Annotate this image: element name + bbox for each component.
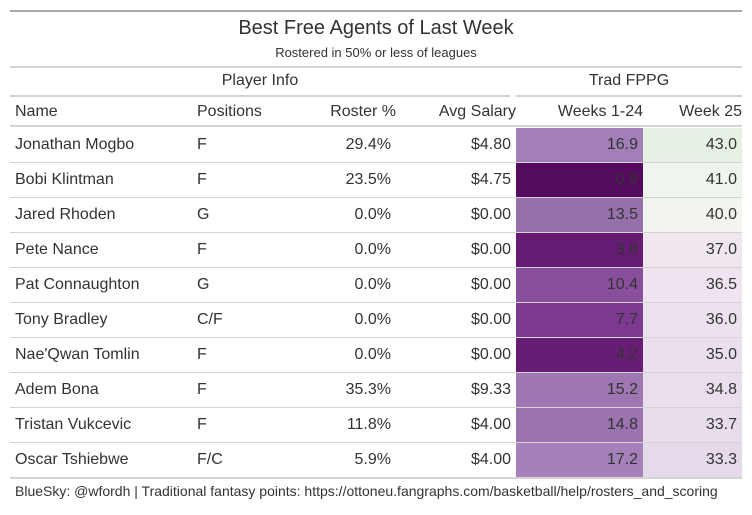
row-divider: [10, 197, 742, 198]
row-divider: [10, 407, 742, 408]
cell-name: Pat Connaughton: [15, 276, 140, 293]
cell-avg-salary: $4.75: [470, 171, 511, 188]
cell-avg-salary: $4.80: [470, 136, 511, 153]
column-header-underline: [10, 125, 742, 127]
table-row: Adem Bona F 35.3% $9.33 15.2 34.8: [10, 372, 742, 407]
cell-weeks-1-24: 10.4: [516, 268, 643, 302]
table-row: Pete Nance F 0.0% $0.00 3.8 37.0: [10, 232, 742, 267]
cell-roster-pct: 5.9%: [354, 451, 391, 468]
cell-avg-salary: $0.00: [470, 311, 511, 328]
row-divider: [10, 232, 742, 233]
cell-positions: F: [197, 416, 207, 433]
spanner-trad-fppg: Trad FPPG: [588, 72, 670, 89]
row-divider: [10, 162, 742, 163]
table-row: Nae'Qwan Tomlin F 0.0% $0.00 4.2 35.0: [10, 337, 742, 372]
cell-roster-pct: 0.0%: [354, 346, 391, 363]
cell-roster-pct: 0.0%: [354, 276, 391, 293]
cell-positions: F: [197, 381, 207, 398]
table-subtitle: Rostered in 50% or less of leagues: [275, 45, 477, 60]
spanner-underline-player-info: [10, 95, 510, 97]
header-divider: [10, 66, 742, 68]
table-row: Tony Bradley C/F 0.0% $0.00 7.7 36.0: [10, 302, 742, 337]
cell-week-25: 37.0: [643, 233, 742, 267]
cell-avg-salary: $4.00: [470, 451, 511, 468]
cell-name: Jonathan Mogbo: [15, 136, 135, 153]
cell-name: Jared Rhoden: [15, 206, 116, 223]
cell-weeks-1-24: 13.5: [516, 198, 643, 232]
cell-avg-salary: $0.00: [470, 241, 511, 258]
cell-positions: F: [197, 136, 207, 153]
spanner-underline-trad-fppg: [516, 95, 742, 97]
cell-positions: F: [197, 346, 207, 363]
table-row: Bobi Klintman F 23.5% $4.75 0.9 41.0: [10, 162, 742, 197]
cell-week-25: 33.3: [643, 443, 742, 477]
cell-roster-pct: 0.0%: [354, 206, 391, 223]
cell-weeks-1-24: 16.9: [516, 128, 643, 162]
cell-avg-salary: $0.00: [470, 346, 511, 363]
cell-name: Adem Bona: [15, 381, 99, 398]
cell-roster-pct: 35.3%: [345, 381, 391, 398]
cell-week-25: 40.0: [643, 198, 742, 232]
table-row: Tristan Vukcevic F 11.8% $4.00 14.8 33.7: [10, 407, 742, 442]
column-header-name: Name: [15, 103, 58, 120]
table-row: Oscar Tshiebwe F/C 5.9% $4.00 17.2 33.3: [10, 442, 742, 477]
cell-weeks-1-24: 3.8: [516, 233, 643, 267]
cell-roster-pct: 23.5%: [345, 171, 391, 188]
cell-name: Tony Bradley: [15, 311, 108, 328]
cell-roster-pct: 11.8%: [346, 416, 391, 433]
cell-name: Bobi Klintman: [15, 171, 114, 188]
cell-avg-salary: $9.33: [470, 381, 511, 398]
table-top-border: [10, 10, 742, 12]
cell-weeks-1-24: 4.2: [516, 338, 643, 372]
cell-positions: G: [197, 276, 210, 293]
cell-week-25: 35.0: [643, 338, 742, 372]
column-header-weeks-1-24: Weeks 1-24: [557, 103, 643, 120]
cell-positions: F/C: [197, 451, 223, 468]
row-divider: [10, 442, 742, 443]
cell-week-25: 43.0: [643, 128, 742, 162]
cell-weeks-1-24: 7.7: [516, 303, 643, 337]
table-row: Jonathan Mogbo F 29.4% $4.80 16.9 43.0: [10, 127, 742, 162]
cell-name: Nae'Qwan Tomlin: [15, 346, 140, 363]
spanner-player-info: Player Info: [221, 72, 299, 89]
cell-positions: C/F: [197, 311, 223, 328]
cell-positions: F: [197, 241, 207, 258]
cell-roster-pct: 29.4%: [345, 136, 391, 153]
row-divider: [10, 372, 742, 373]
cell-name: Oscar Tshiebwe: [15, 451, 129, 468]
column-header-week-25: Week 25: [679, 103, 742, 120]
cell-roster-pct: 0.0%: [354, 311, 391, 328]
cell-weeks-1-24: 17.2: [516, 443, 643, 477]
cell-weeks-1-24: 0.9: [516, 163, 643, 197]
table-bottom-border: [10, 477, 742, 479]
table-row: Pat Connaughton G 0.0% $0.00 10.4 36.5: [10, 267, 742, 302]
cell-name: Pete Nance: [15, 241, 99, 258]
cell-weeks-1-24: 14.8: [516, 408, 643, 442]
cell-name: Tristan Vukcevic: [15, 416, 132, 433]
table-row: Jared Rhoden G 0.0% $0.00 13.5 40.0: [10, 197, 742, 232]
source-footnote: BlueSky: @wfordh | Traditional fantasy p…: [15, 483, 718, 499]
cell-positions: G: [197, 206, 210, 223]
cell-weeks-1-24: 15.2: [516, 373, 643, 407]
cell-avg-salary: $0.00: [470, 276, 511, 293]
cell-avg-salary: $4.00: [470, 416, 511, 433]
row-divider: [10, 267, 742, 268]
cell-week-25: 36.5: [643, 268, 742, 302]
cell-week-25: 41.0: [643, 163, 742, 197]
cell-roster-pct: 0.0%: [354, 241, 391, 258]
column-header-roster-pct: Roster %: [330, 103, 396, 120]
cell-positions: F: [197, 171, 207, 188]
table-title: Best Free Agents of Last Week: [238, 17, 514, 39]
cell-week-25: 34.8: [643, 373, 742, 407]
column-header-positions: Positions: [197, 103, 262, 120]
row-divider: [10, 337, 742, 338]
cell-avg-salary: $0.00: [470, 206, 511, 223]
column-header-avg-salary: Avg Salary: [438, 103, 516, 120]
cell-week-25: 36.0: [643, 303, 742, 337]
cell-week-25: 33.7: [643, 408, 742, 442]
row-divider: [10, 302, 742, 303]
